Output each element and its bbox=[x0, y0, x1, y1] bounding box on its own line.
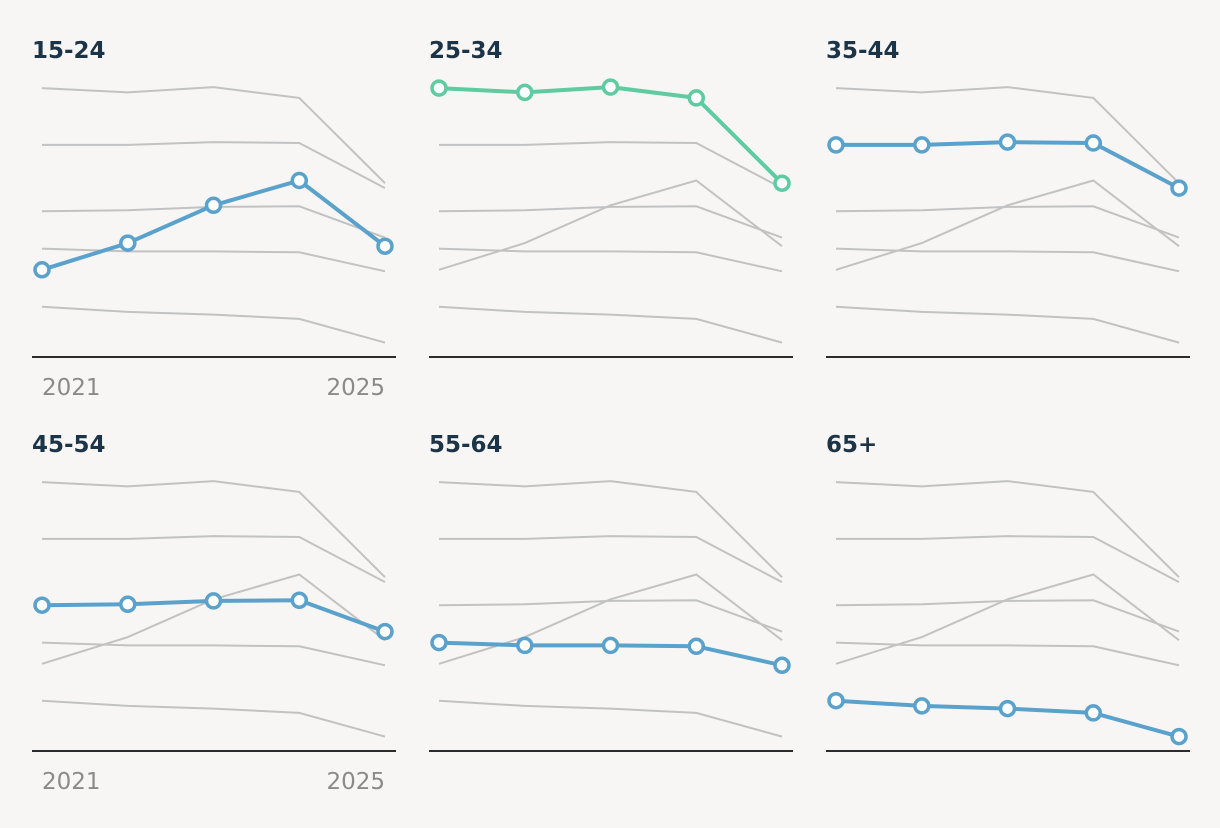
background-line-55-64 bbox=[41, 641, 386, 667]
data-point-15-24-2021 bbox=[33, 261, 51, 279]
panel-35-44: 35-44 bbox=[826, 38, 1190, 358]
background-line-15-24 bbox=[835, 573, 1180, 665]
data-point-15-24-2024 bbox=[290, 171, 309, 190]
data-point-35-44-2021 bbox=[827, 136, 845, 154]
background-line-55-64 bbox=[438, 247, 783, 273]
background-line-35-44 bbox=[42, 535, 386, 583]
background-line-15-24 bbox=[41, 573, 386, 665]
data-point-25-34-2025 bbox=[773, 174, 791, 192]
background-line-55-64 bbox=[835, 641, 1180, 667]
background-line-35-44 bbox=[439, 141, 783, 189]
data-point-15-24-2022 bbox=[119, 234, 137, 252]
highlight-line-15-24 bbox=[41, 178, 387, 272]
panel-title: 25-34 bbox=[429, 38, 503, 64]
panel-title: 65+ bbox=[826, 432, 877, 458]
panel-title: 45-54 bbox=[32, 432, 106, 458]
data-point-15-24-2023 bbox=[204, 196, 223, 215]
background-line-15-24 bbox=[835, 179, 1180, 271]
x-tick-label-end: 2025 bbox=[326, 769, 385, 795]
data-point-55-64-2024 bbox=[687, 637, 706, 656]
data-point-65-plus-2023 bbox=[998, 699, 1017, 718]
background-line-45-54 bbox=[835, 205, 1180, 239]
background-line-35-44 bbox=[836, 535, 1180, 583]
panel-45-54: 45-54 2021 2025 bbox=[32, 432, 396, 795]
background-line-65-plus bbox=[41, 305, 386, 344]
background-line-55-64 bbox=[835, 247, 1180, 273]
background-line-25-34 bbox=[41, 480, 386, 578]
data-point-35-44-2024 bbox=[1084, 134, 1103, 152]
highlight-line-25-34 bbox=[438, 85, 784, 185]
data-point-65-plus-2021 bbox=[827, 691, 845, 710]
data-point-55-64-2021 bbox=[430, 633, 448, 652]
panel-55-64: 55-64 bbox=[429, 432, 793, 752]
background-line-65-plus bbox=[438, 699, 783, 738]
background-line-35-44 bbox=[439, 535, 783, 583]
panel-title: 15-24 bbox=[32, 38, 106, 64]
data-point-45-54-2024 bbox=[290, 591, 309, 610]
data-point-35-44-2022 bbox=[913, 136, 931, 154]
data-point-35-44-2023 bbox=[998, 133, 1017, 151]
data-point-45-54-2022 bbox=[119, 595, 137, 614]
data-point-55-64-2023 bbox=[601, 636, 620, 655]
background-line-65-plus bbox=[41, 699, 386, 738]
data-point-45-54-2023 bbox=[204, 592, 223, 610]
background-line-15-24 bbox=[438, 179, 783, 271]
data-point-55-64-2025 bbox=[773, 656, 791, 675]
panel-15-24: 15-24 2021 2025 bbox=[32, 38, 396, 401]
background-line-25-34 bbox=[835, 480, 1180, 578]
background-line-65-plus bbox=[835, 305, 1180, 344]
data-point-15-24-2025 bbox=[376, 237, 394, 255]
background-line-25-34 bbox=[438, 480, 783, 578]
data-point-65-plus-2022 bbox=[913, 697, 931, 715]
data-point-25-34-2023 bbox=[601, 78, 620, 96]
data-point-25-34-2024 bbox=[687, 89, 706, 107]
background-line-35-44 bbox=[42, 141, 386, 189]
data-point-65-plus-2025 bbox=[1170, 727, 1188, 746]
background-line-45-54 bbox=[835, 599, 1180, 633]
panel-65-plus: 65+ bbox=[826, 432, 1190, 752]
x-tick-label-start: 2021 bbox=[42, 375, 101, 401]
background-line-65-plus bbox=[438, 305, 783, 344]
data-point-25-34-2021 bbox=[430, 79, 448, 97]
x-tick-label-end: 2025 bbox=[326, 375, 385, 401]
background-line-45-54 bbox=[438, 205, 783, 239]
background-line-45-54 bbox=[438, 599, 783, 633]
data-point-35-44-2025 bbox=[1170, 179, 1188, 197]
x-tick-label-start: 2021 bbox=[42, 769, 101, 795]
data-point-45-54-2025 bbox=[376, 622, 394, 641]
data-point-55-64-2022 bbox=[516, 636, 534, 655]
panel-25-34: 25-34 bbox=[429, 38, 793, 358]
data-point-45-54-2021 bbox=[33, 596, 51, 614]
data-point-65-plus-2024 bbox=[1084, 704, 1103, 722]
data-point-25-34-2022 bbox=[516, 83, 534, 102]
background-line-25-34 bbox=[835, 86, 1180, 184]
panel-title: 35-44 bbox=[826, 38, 900, 64]
panel-title: 55-64 bbox=[429, 432, 503, 458]
background-line-25-34 bbox=[41, 86, 386, 184]
